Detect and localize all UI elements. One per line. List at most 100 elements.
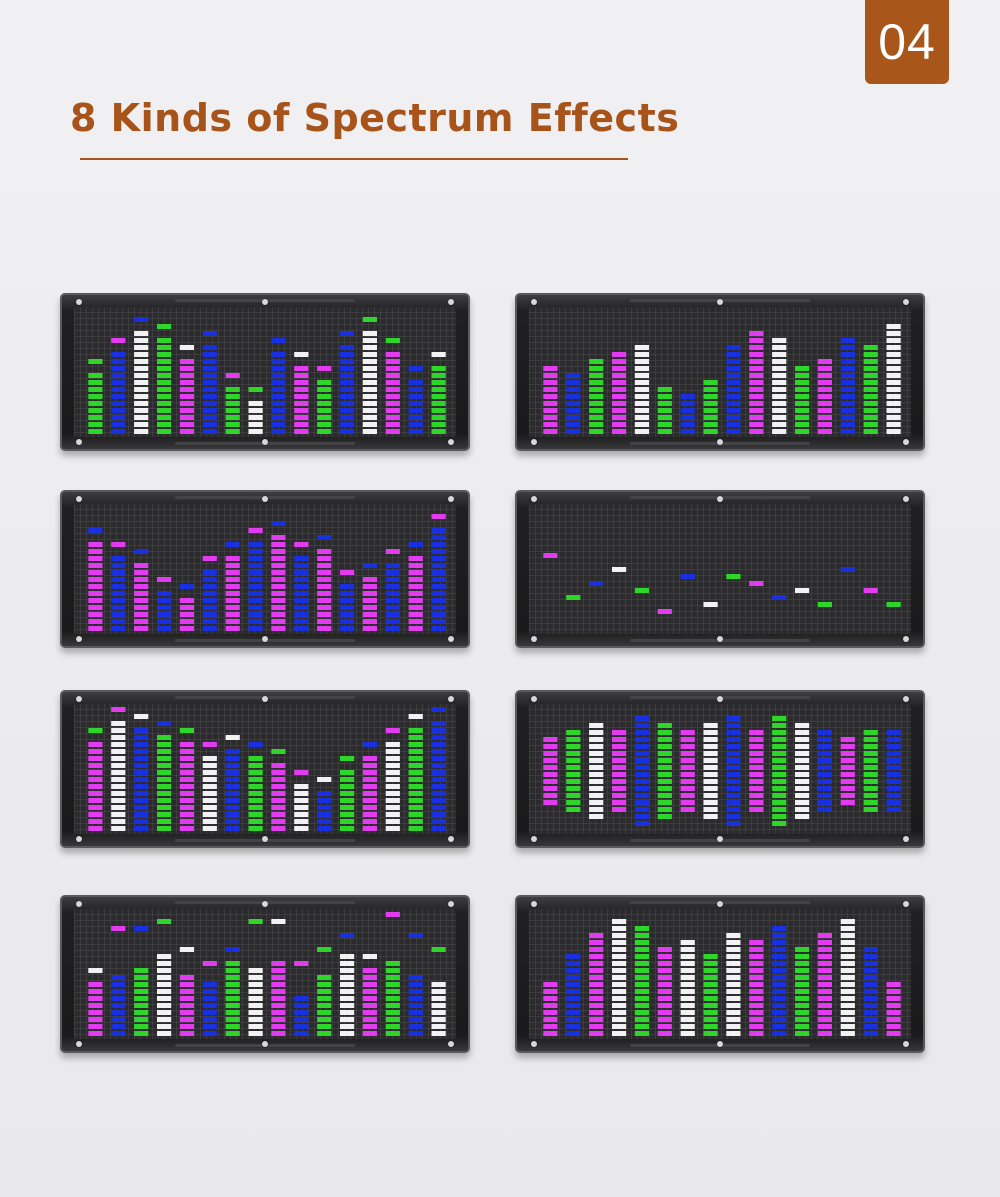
spectrum-segment bbox=[408, 735, 423, 740]
spectrum-segment bbox=[612, 401, 627, 406]
spectrum-segment bbox=[749, 982, 764, 987]
spectrum-segment bbox=[772, 1031, 787, 1036]
spectrum-segment bbox=[225, 598, 240, 603]
spectrum-segment bbox=[795, 373, 810, 378]
spectrum-segment bbox=[431, 422, 446, 427]
spectrum-segment bbox=[817, 793, 832, 798]
spectrum-segment bbox=[362, 784, 377, 789]
spectrum-segment bbox=[726, 996, 741, 1001]
spectrum-segment bbox=[840, 744, 855, 749]
spectrum-segment bbox=[202, 777, 217, 782]
spectrum-segment bbox=[795, 408, 810, 413]
spectrum-segment bbox=[840, 765, 855, 770]
spectrum-segment bbox=[225, 619, 240, 624]
spectrum-segment bbox=[111, 556, 126, 561]
spectrum-segment bbox=[202, 982, 217, 987]
spectrum-segment bbox=[817, 989, 832, 994]
spectrum-segment bbox=[817, 408, 832, 413]
spectrum-segment bbox=[566, 807, 581, 812]
spectrum-segment bbox=[134, 735, 149, 740]
spectrum-segment bbox=[634, 926, 649, 931]
spectrum-segment bbox=[134, 352, 149, 357]
spectrum-segment bbox=[111, 422, 126, 427]
spectrum-segment bbox=[88, 380, 103, 385]
spectrum-segment bbox=[88, 1031, 103, 1036]
spectrum-segment bbox=[111, 570, 126, 575]
spectrum-segment bbox=[385, 812, 400, 817]
spectrum-segment bbox=[634, 422, 649, 427]
spectrum-segment bbox=[795, 772, 810, 777]
spectrum-segment bbox=[772, 373, 787, 378]
spectrum-segment bbox=[726, 940, 741, 945]
spectrum-segment bbox=[863, 765, 878, 770]
spectrum-segment bbox=[749, 786, 764, 791]
spectrum-segment bbox=[408, 591, 423, 596]
spectrum-segment bbox=[612, 765, 627, 770]
spectrum-segment bbox=[202, 770, 217, 775]
spectrum-segment bbox=[657, 1010, 672, 1015]
spectrum-segment bbox=[772, 989, 787, 994]
spectrum-segment bbox=[271, 422, 286, 427]
spectrum-segment bbox=[703, 1010, 718, 1015]
spectrum-segment bbox=[362, 591, 377, 596]
spectrum-segment bbox=[840, 338, 855, 343]
spectrum-segment bbox=[431, 563, 446, 568]
spectrum-segment bbox=[271, 770, 286, 775]
spectrum-segment bbox=[634, 765, 649, 770]
spectrum-segment bbox=[202, 584, 217, 589]
spectrum-segment bbox=[726, 1017, 741, 1022]
spectrum-segment bbox=[612, 394, 627, 399]
spectrum-segment bbox=[886, 331, 901, 336]
spectrum-segment bbox=[385, 373, 400, 378]
spectrum-segment bbox=[340, 429, 355, 434]
spectrum-segment bbox=[680, 772, 695, 777]
spectrum-segment bbox=[612, 996, 627, 1001]
spectrum-segment bbox=[703, 1017, 718, 1022]
spectrum-segment bbox=[271, 1003, 286, 1008]
spectrum-segment bbox=[88, 1003, 103, 1008]
spectrum-segment bbox=[88, 577, 103, 582]
spectrum-segment bbox=[634, 345, 649, 350]
spectrum-peak bbox=[431, 514, 446, 519]
spectrum-segment bbox=[795, 975, 810, 980]
spectrum-segment bbox=[634, 408, 649, 413]
spectrum-segment bbox=[634, 954, 649, 959]
spectrum-segment bbox=[749, 394, 764, 399]
screw bbox=[903, 636, 909, 642]
spectrum-segment bbox=[543, 429, 558, 434]
spectrum-segment bbox=[385, 380, 400, 385]
spectrum-segment bbox=[749, 751, 764, 756]
spectrum-segment bbox=[157, 626, 172, 631]
spectrum-segment bbox=[863, 1024, 878, 1029]
spectrum-segment bbox=[543, 744, 558, 749]
spectrum-segment bbox=[431, 570, 446, 575]
spectrum-segment bbox=[817, 380, 832, 385]
spectrum-segment bbox=[431, 401, 446, 406]
spectrum-segment bbox=[179, 812, 194, 817]
spectrum-segment bbox=[225, 401, 240, 406]
spectrum-segment bbox=[772, 779, 787, 784]
spectrum-segment bbox=[634, 758, 649, 763]
spectrum-segment bbox=[202, 359, 217, 364]
spectrum-segment bbox=[225, 1017, 240, 1022]
spectrum-segment bbox=[134, 749, 149, 754]
spectrum-segment bbox=[680, 996, 695, 1001]
spectrum-segment bbox=[362, 763, 377, 768]
screw bbox=[531, 636, 537, 642]
spectrum-segment bbox=[340, 791, 355, 796]
screw bbox=[531, 439, 537, 445]
spectrum-segment bbox=[749, 387, 764, 392]
spectrum-segment bbox=[726, 786, 741, 791]
screw bbox=[262, 836, 268, 842]
spectrum-segment bbox=[225, 1031, 240, 1036]
spectrum-segment bbox=[703, 415, 718, 420]
spectrum-segment bbox=[408, 756, 423, 761]
spectrum-segment bbox=[772, 940, 787, 945]
screw bbox=[903, 901, 909, 907]
screw bbox=[903, 836, 909, 842]
spectrum-segment bbox=[157, 763, 172, 768]
spectrum-segment bbox=[657, 947, 672, 952]
spectrum-segment bbox=[634, 968, 649, 973]
spectrum-segment bbox=[385, 784, 400, 789]
spectrum-segment bbox=[680, 751, 695, 756]
